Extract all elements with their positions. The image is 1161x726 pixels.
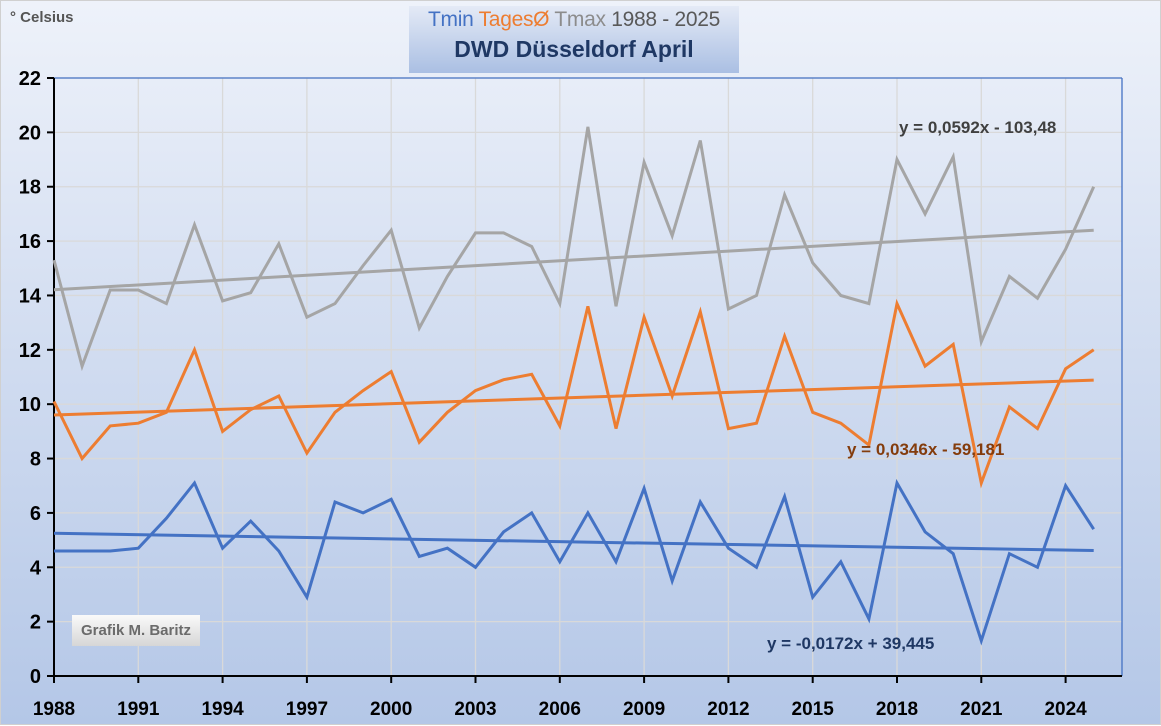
y-tick-label: 4 — [30, 557, 42, 579]
x-tick-label: 2000 — [370, 699, 412, 720]
x-tick-label: 1997 — [286, 699, 328, 720]
tmax-series-line — [52, 126, 1096, 372]
chart-title: Tmin TagesØ Tmax 1988 - 2025 — [409, 8, 739, 32]
tmax-trend-equation: y = 0,0592x - 103,48 — [899, 118, 1056, 137]
x-tick-label: 2021 — [960, 699, 1003, 720]
y-axis-unit-label: ° Celsius — [10, 9, 74, 26]
tmean-trend-equation: y = 0,0346x - 59,181 — [847, 440, 1004, 459]
x-tick-label: 2024 — [1044, 699, 1087, 720]
y-tick-label: 18 — [19, 177, 41, 199]
x-tick-label: 2009 — [623, 699, 665, 720]
x-tick-label: 2003 — [454, 699, 496, 720]
credit-label: Grafik M. Baritz — [72, 615, 200, 646]
y-tick-label: 6 — [30, 503, 41, 525]
tmin-series-line — [54, 478, 1095, 646]
tmin-trend-equation: y = -0,0172x + 39,445 — [767, 634, 934, 653]
tmax-trend-line — [53, 228, 1094, 292]
y-tick-label: 2 — [30, 612, 41, 634]
y-tick-label: 16 — [19, 231, 41, 253]
tmean-series-line — [52, 298, 1095, 489]
title-tmin: Tmin — [427, 8, 474, 31]
x-tick-label: 2015 — [792, 699, 835, 720]
title-tmax: Tmax — [554, 8, 606, 31]
y-tick-label: 12 — [19, 340, 41, 362]
chart-subtitle: DWD Düsseldorf April — [454, 36, 694, 62]
tmin-trend-line — [53, 531, 1094, 553]
tmean-trend-line — [53, 378, 1094, 417]
y-tick-label: 20 — [19, 122, 41, 144]
y-tick-label: 10 — [19, 394, 41, 416]
chart-title-box: Tmin TagesØ Tmax 1988 - 2025 DWD Düsseld… — [409, 6, 739, 73]
title-range: 1988 - 2025 — [611, 8, 720, 31]
x-tick-label: 1994 — [201, 699, 244, 720]
x-tick-label: 2012 — [707, 699, 749, 720]
y-tick-label: 22 — [19, 68, 41, 90]
x-tick-label: 2018 — [876, 699, 918, 720]
title-tmean: TagesØ — [478, 8, 550, 31]
y-tick-label: 8 — [30, 449, 41, 471]
x-tick-label: 1991 — [117, 699, 160, 720]
x-tick-label: 1988 — [33, 699, 75, 720]
y-tick-label: 0 — [30, 666, 41, 688]
y-tick-label: 14 — [19, 285, 42, 307]
x-tick-label: 2006 — [539, 699, 581, 720]
